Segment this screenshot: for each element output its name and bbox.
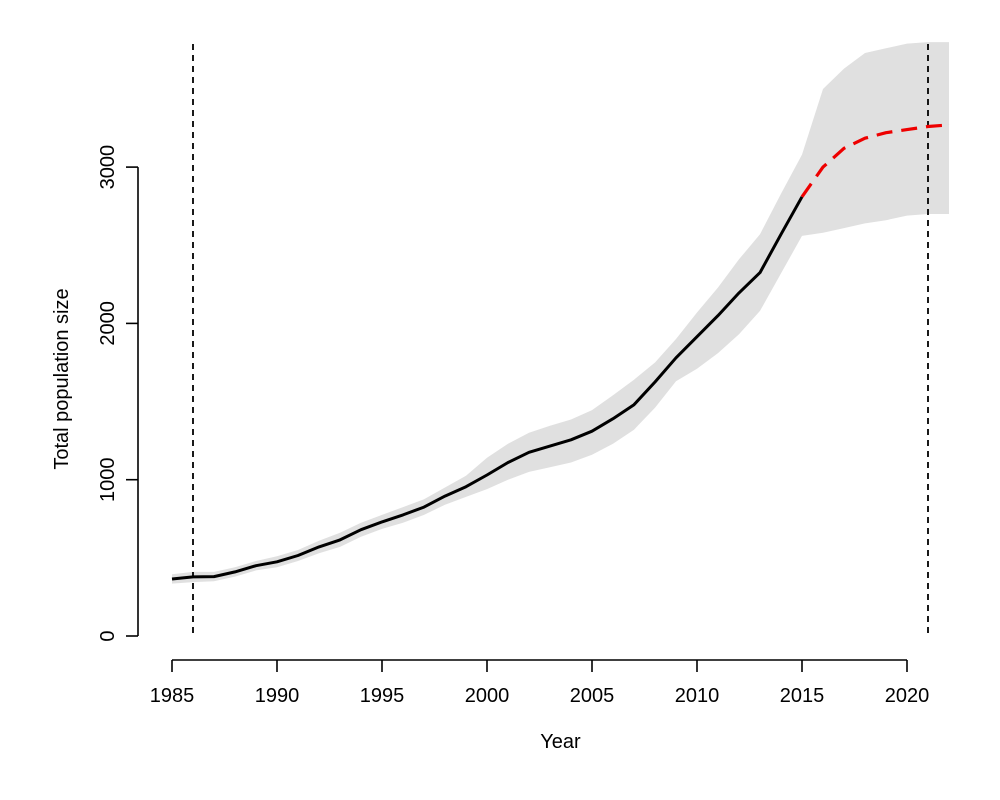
x-tick-label-2000: 2000	[465, 685, 510, 707]
x-tick-label-1990: 1990	[255, 685, 300, 707]
confidence-band-layer	[172, 42, 949, 584]
x-tick-label-2005: 2005	[570, 685, 615, 707]
series-layer	[171, 123, 950, 581]
y-tick-label-2000: 2000	[97, 301, 119, 346]
x-tick-label-2020: 2020	[885, 685, 930, 707]
y-tick-label-1000: 1000	[97, 457, 119, 502]
y-axis-title: Total population size	[51, 288, 73, 469]
x-tick-label-2015: 2015	[780, 685, 825, 707]
x-tick-label-1985: 1985	[150, 685, 195, 707]
axes-layer: 1985 1990 1995 2000 2005 2010 2015 2020 0 1000 200…	[97, 145, 929, 707]
observed-line	[171, 196, 804, 581]
y-tick-label-3000: 3000	[97, 145, 119, 190]
x-axis-title: Year	[540, 731, 581, 753]
x-tick-label-1995: 1995	[360, 685, 405, 707]
reference-lines-layer	[192, 44, 929, 638]
x-tick-label-2010: 2010	[675, 685, 720, 707]
y-tick-label-0: 0	[97, 630, 119, 641]
confidence-band	[172, 42, 949, 584]
